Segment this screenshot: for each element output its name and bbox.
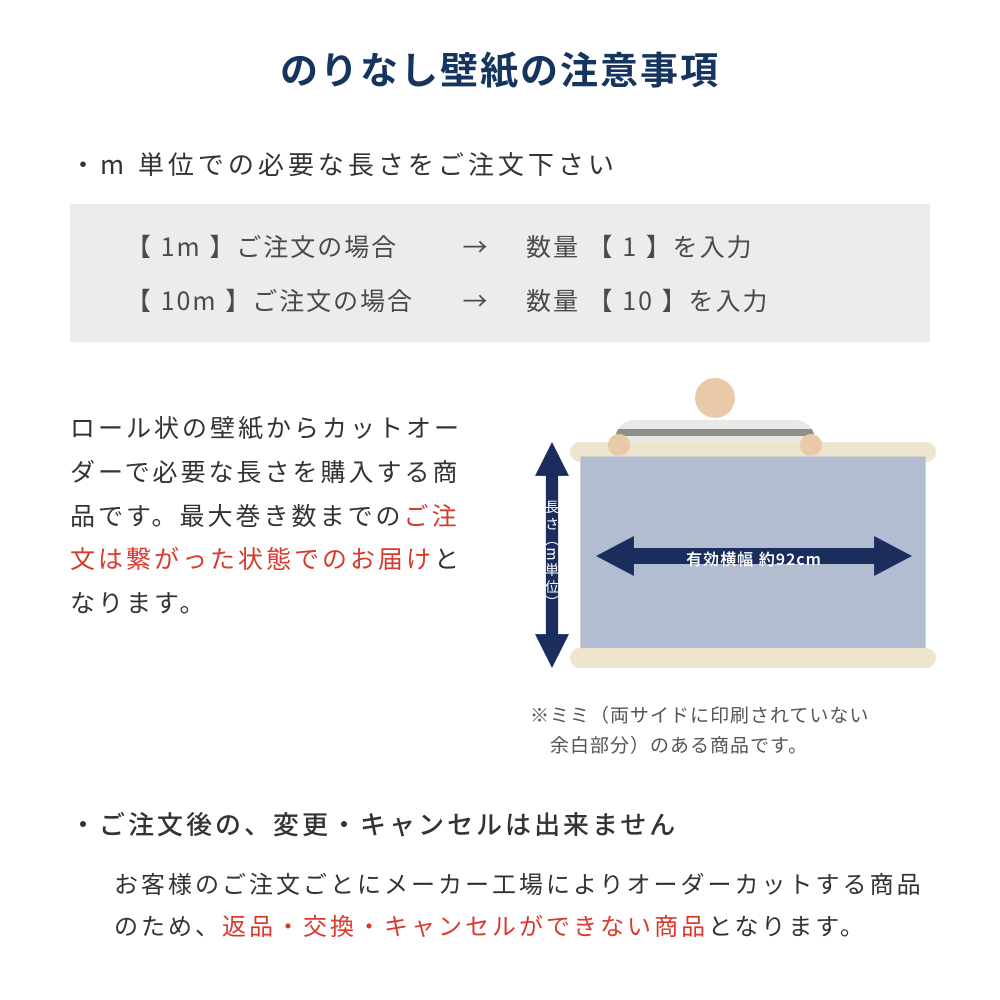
example-left: 【 10m 】ご注文の場合 (126, 282, 426, 318)
example-right: 数量 【 1 】を入力 (526, 228, 900, 264)
bottom-highlight: 返品・交換・キャンセルができない商品 (222, 907, 708, 942)
length-arrow: 長さ（m単位） (530, 442, 574, 668)
mimi-note: ※ミミ（両サイドに印刷されていない 余白部分）のある商品です。 (530, 700, 930, 761)
width-arrow: 有効横幅 約92cm (596, 536, 912, 580)
arrow-icon: → (426, 282, 526, 318)
person-head (695, 378, 735, 418)
page-title: のりなし壁紙の注意事項 (70, 40, 930, 95)
bullet-no-cancel: ・ご注文後の、変更・キャンセルは出来ません (70, 805, 930, 842)
description-section: ロール状の壁紙からカットオーダーで必要な長さを購入する商品です。最大巻き数までの… (70, 378, 930, 688)
example-right: 数量 【 10 】を入力 (526, 282, 900, 318)
example-row: 【 1m 】ご注文の場合 → 数量 【 1 】を入力 (126, 228, 900, 264)
example-left: 【 1m 】ご注文の場合 (126, 228, 426, 264)
example-row: 【 10m 】ご注文の場合 → 数量 【 10 】を入力 (126, 282, 900, 318)
hand-right (800, 434, 822, 456)
width-label: 有効横幅 約92cm (686, 546, 822, 570)
length-label: 長さ（m単位） (542, 500, 562, 611)
cut-order-description: ロール状の壁紙からカットオーダーで必要な長さを購入する商品です。最大巻き数までの… (70, 378, 482, 688)
hand-left (608, 434, 630, 456)
roll-edge-bottom (570, 648, 936, 668)
no-cancel-description: お客様のご注文ごとにメーカー工場によりオーダーカットする商品のため、返品・交換・… (70, 862, 930, 946)
quantity-example-box: 【 1m 】ご注文の場合 → 数量 【 1 】を入力 【 10m 】ご注文の場合… (70, 204, 930, 342)
arrow-icon: → (426, 228, 526, 264)
bottom-post: となります。 (708, 907, 867, 942)
bullet-order-by-meter: ・m 単位での必要な長さをご注文下さい (70, 145, 930, 182)
wallpaper-illustration: 長さ（m単位） 有効横幅 約92cm (500, 378, 930, 688)
